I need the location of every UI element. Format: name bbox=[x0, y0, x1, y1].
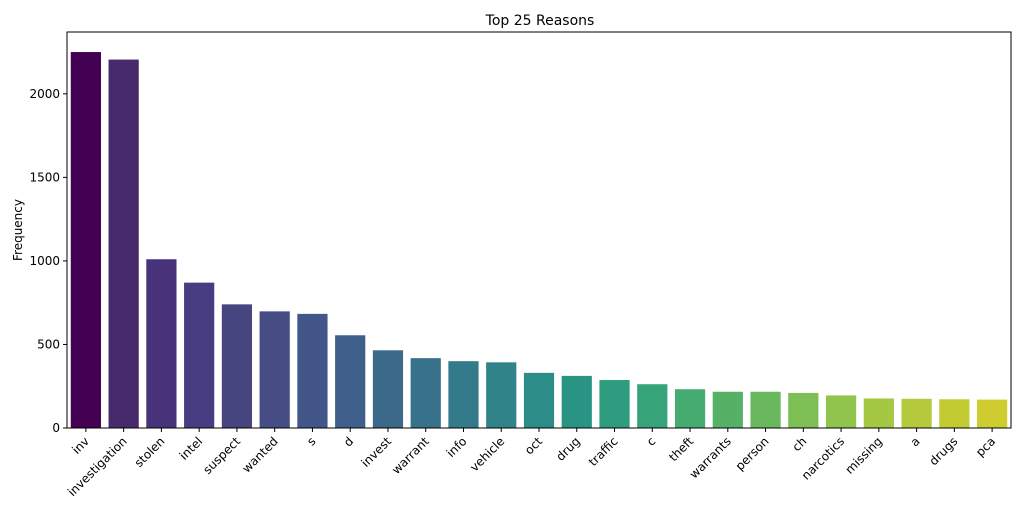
bar bbox=[259, 311, 290, 428]
x-tick-label: a bbox=[908, 434, 923, 449]
x-tick-label: intel bbox=[177, 434, 206, 463]
x-tick-label: drugs bbox=[927, 434, 961, 468]
x-tick-label: warrant bbox=[389, 434, 432, 477]
bar bbox=[561, 375, 592, 428]
x-tick-label: person bbox=[733, 434, 772, 473]
x-tick-label: info bbox=[444, 434, 470, 460]
y-tick-label: 1500 bbox=[29, 170, 60, 184]
x-tick-label: warrants bbox=[687, 434, 734, 481]
bar bbox=[146, 259, 177, 428]
bar bbox=[863, 398, 894, 428]
bar bbox=[939, 399, 970, 428]
bar bbox=[712, 391, 743, 428]
x-tick-label: drug bbox=[553, 434, 583, 464]
plot-frame bbox=[66, 31, 1012, 429]
bar bbox=[788, 392, 819, 428]
bar bbox=[297, 313, 328, 428]
bar bbox=[410, 358, 441, 428]
chart-title: Top 25 Reasons bbox=[485, 13, 595, 29]
x-tick-label: s bbox=[304, 434, 318, 448]
bar bbox=[372, 350, 404, 428]
bar bbox=[637, 384, 668, 428]
x-tick-label: inv bbox=[69, 434, 92, 457]
bar bbox=[523, 372, 555, 428]
bar bbox=[70, 52, 101, 429]
x-tick-label: suspect bbox=[200, 434, 243, 477]
x-tick-label: c bbox=[644, 434, 659, 449]
x-tick-label: stolen bbox=[132, 434, 168, 470]
x-tick-label: invest bbox=[358, 434, 394, 470]
bar bbox=[221, 304, 253, 428]
bar bbox=[977, 399, 1008, 428]
bar bbox=[825, 395, 857, 428]
x-tick-label: oct bbox=[522, 434, 545, 457]
y-ticks-group: 0 500 1000 1500 2000 bbox=[29, 87, 67, 435]
x-tick-label: d bbox=[341, 434, 356, 449]
x-tick-label: traffic bbox=[586, 434, 621, 469]
bar bbox=[184, 282, 215, 428]
bar bbox=[108, 59, 139, 429]
y-tick-label: 2000 bbox=[29, 87, 60, 101]
y-axis-label: Frequency bbox=[11, 199, 25, 261]
bar bbox=[599, 380, 630, 428]
bars-group bbox=[70, 52, 1008, 429]
bar bbox=[335, 335, 366, 428]
bar bbox=[674, 389, 706, 428]
x-tick-label: missing bbox=[842, 434, 884, 476]
bar bbox=[901, 398, 932, 428]
y-tick-label: 500 bbox=[37, 337, 60, 351]
y-tick-label: 0 bbox=[52, 421, 60, 435]
x-tick-label: ch bbox=[789, 434, 809, 454]
x-tick-label: wanted bbox=[239, 434, 280, 475]
x-tick-label: vehicle bbox=[467, 434, 507, 474]
y-tick-label: 1000 bbox=[29, 254, 60, 268]
x-tick-label: pca bbox=[973, 434, 998, 459]
x-tick-label: theft bbox=[666, 434, 696, 464]
bar bbox=[448, 361, 479, 428]
bar bbox=[486, 362, 517, 428]
bar bbox=[750, 391, 781, 428]
